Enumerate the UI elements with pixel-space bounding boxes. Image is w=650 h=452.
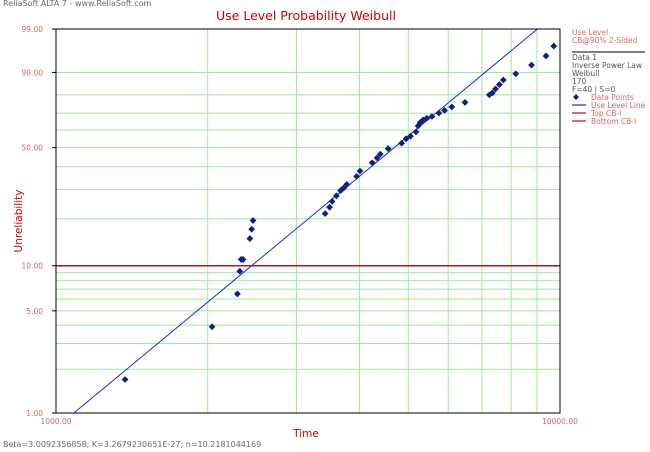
legend-item-label: Bottom CB-I bbox=[591, 117, 636, 126]
data-point bbox=[512, 70, 520, 78]
tick-labels: 1.00 5.00 10.00 50.00 90.00 99.00 1000.00 10000… bbox=[22, 25, 579, 426]
legend-item-label: Top CB-I bbox=[590, 109, 621, 118]
data-point bbox=[492, 85, 499, 93]
data-point bbox=[402, 135, 410, 143]
app-title: ReliaSoft ALTA 7 - www.ReliaSoft.com bbox=[3, 0, 152, 8]
y-axis-label: Unreliability bbox=[13, 190, 25, 253]
legend-header: Use Level bbox=[572, 28, 608, 37]
data-point bbox=[550, 42, 558, 50]
data-point bbox=[485, 91, 493, 99]
legend-header: CB@90% 2-Sided bbox=[572, 36, 638, 45]
x-tick-label: 10000.00 bbox=[542, 417, 578, 426]
data-point bbox=[326, 203, 333, 211]
data-point bbox=[407, 132, 414, 140]
data-point bbox=[321, 210, 329, 218]
data-point bbox=[373, 154, 381, 162]
data-point bbox=[448, 103, 456, 111]
legend-info: Weibull bbox=[572, 69, 599, 78]
data-point bbox=[368, 159, 376, 167]
data-point bbox=[488, 89, 496, 97]
data-point bbox=[428, 113, 436, 120]
data-point bbox=[343, 181, 351, 188]
model-parameters: Beta=3.0092356858; K=3.2679230651E-27; n… bbox=[3, 440, 262, 449]
data-point bbox=[353, 172, 361, 180]
legend-info: Inverse Power Law bbox=[572, 61, 642, 70]
use-level-line-path bbox=[73, 28, 538, 414]
data-points bbox=[121, 42, 558, 383]
data-point bbox=[332, 192, 340, 200]
y-tick-label: 10.00 bbox=[22, 262, 44, 271]
data-point bbox=[461, 99, 469, 106]
grid-lines bbox=[56, 28, 560, 414]
data-point bbox=[435, 109, 443, 117]
data-point bbox=[495, 81, 503, 88]
x-axis-label: Time bbox=[292, 428, 319, 440]
data-point bbox=[246, 235, 254, 242]
data-point bbox=[340, 184, 347, 192]
data-point bbox=[328, 197, 336, 205]
data-point bbox=[208, 323, 216, 331]
data-point bbox=[423, 114, 431, 122]
legend-marker-diamond-icon bbox=[573, 94, 579, 100]
data-point bbox=[121, 376, 129, 383]
data-point bbox=[249, 217, 257, 224]
y-tick-label: 99.00 bbox=[22, 25, 44, 34]
y-tick-label: 50.00 bbox=[22, 144, 44, 153]
data-point bbox=[398, 139, 406, 147]
x-tick-label: 1000.00 bbox=[40, 417, 71, 426]
data-point bbox=[356, 167, 364, 175]
y-tick-label: 90.00 bbox=[22, 68, 44, 77]
data-point bbox=[233, 290, 241, 298]
plot-frame bbox=[55, 28, 561, 414]
data-point bbox=[248, 225, 256, 233]
data-point bbox=[239, 256, 247, 263]
data-point bbox=[236, 267, 244, 275]
data-point bbox=[384, 145, 392, 152]
data-point bbox=[528, 61, 535, 69]
y-tick-label: 1.00 bbox=[26, 409, 43, 418]
data-point bbox=[376, 150, 384, 158]
legend-item-label: Use Level Line bbox=[591, 101, 646, 110]
y-tick-label: 5.00 bbox=[26, 307, 43, 316]
legend-info: F=40 | S=0 bbox=[572, 85, 615, 94]
legend-item-label: Data Points bbox=[591, 93, 634, 102]
use-level-line bbox=[73, 28, 538, 414]
data-point bbox=[441, 107, 448, 114]
data-point bbox=[542, 52, 550, 60]
chart-title: Use Level Probability Weibull bbox=[216, 8, 396, 23]
legend-info: Data 1 bbox=[572, 53, 597, 62]
data-point bbox=[499, 76, 507, 84]
legend-info: 170 bbox=[572, 77, 587, 86]
data-point bbox=[412, 128, 420, 136]
